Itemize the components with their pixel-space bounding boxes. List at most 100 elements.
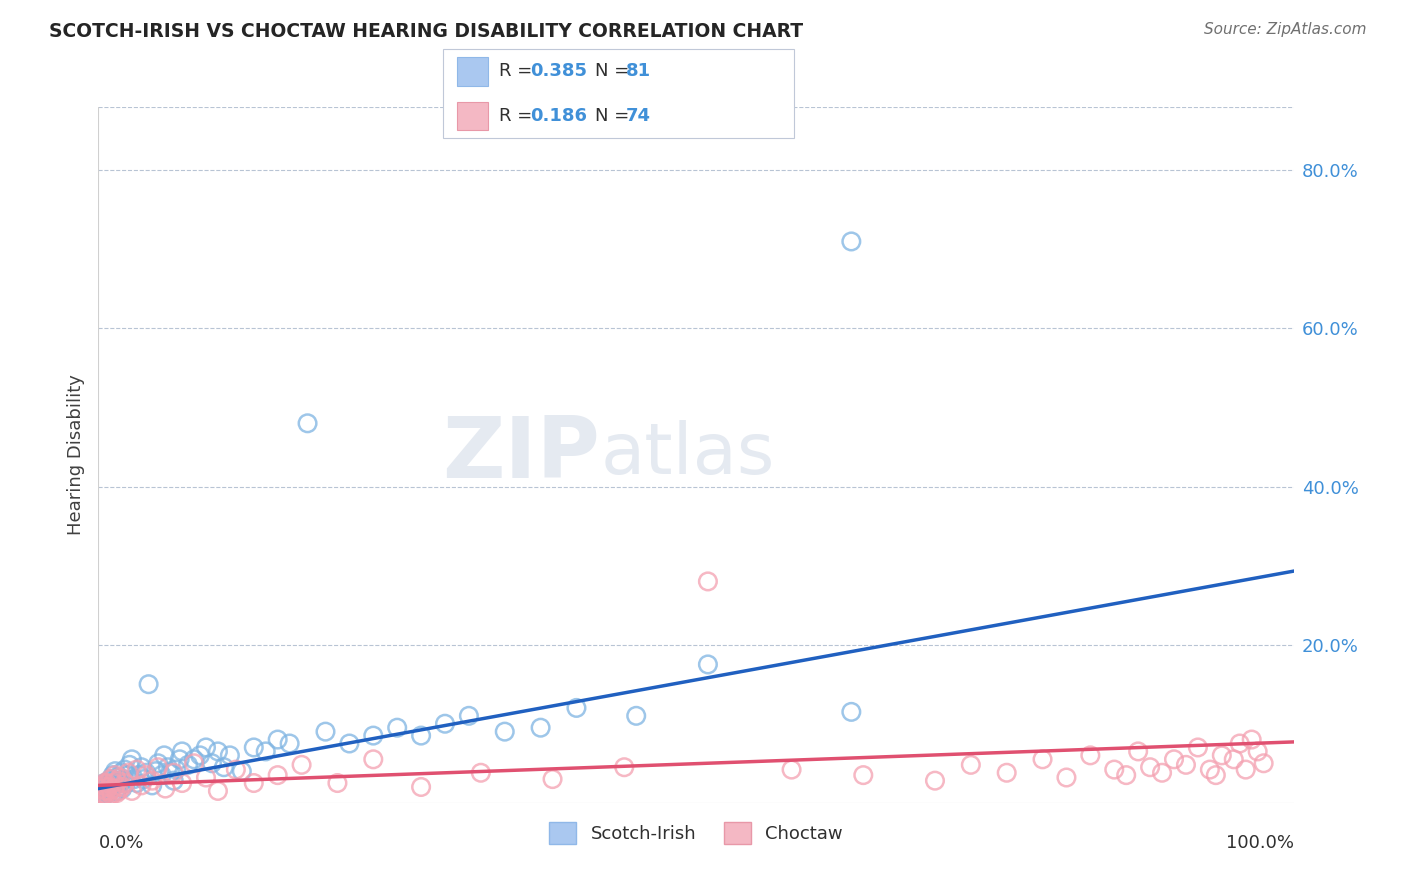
Point <box>128 768 150 782</box>
Point <box>97 786 120 800</box>
Text: Source: ZipAtlas.com: Source: ZipAtlas.com <box>1204 22 1367 37</box>
Point <box>841 235 863 249</box>
Point <box>93 788 115 802</box>
Point <box>94 780 117 794</box>
Point <box>267 768 290 782</box>
Point <box>98 772 122 786</box>
Point <box>90 788 112 802</box>
Point <box>159 765 181 780</box>
Point <box>104 764 127 779</box>
Point <box>96 784 118 798</box>
Point <box>267 732 290 747</box>
Point <box>112 772 135 786</box>
Point <box>339 737 361 751</box>
Point <box>195 740 218 755</box>
Point <box>960 757 983 772</box>
Point <box>100 781 122 796</box>
Point <box>172 744 194 758</box>
Point <box>613 760 636 774</box>
Point <box>1223 752 1246 766</box>
Point <box>135 765 157 780</box>
Point <box>108 776 131 790</box>
Point <box>105 773 128 788</box>
Point <box>1247 744 1270 758</box>
Point <box>135 768 157 782</box>
Point <box>91 786 114 800</box>
Point <box>297 417 319 431</box>
Point <box>145 764 167 779</box>
Point <box>172 776 194 790</box>
Point <box>91 788 114 802</box>
Point <box>141 773 163 788</box>
Point <box>98 784 121 798</box>
Point <box>177 757 200 772</box>
Point <box>1104 763 1126 777</box>
Point <box>111 781 134 796</box>
Point <box>132 772 155 786</box>
Point <box>98 773 121 788</box>
Point <box>91 778 114 793</box>
Point <box>363 729 385 743</box>
Point <box>225 763 247 777</box>
Point <box>470 765 492 780</box>
Point <box>107 780 129 794</box>
Text: 81: 81 <box>626 62 651 80</box>
Point <box>995 765 1018 780</box>
Point <box>100 788 122 802</box>
Point <box>141 778 163 793</box>
Point <box>852 768 875 782</box>
Point <box>125 763 148 777</box>
Point <box>697 574 720 589</box>
Point <box>91 778 114 793</box>
Text: N =: N = <box>595 62 634 80</box>
Point <box>1175 757 1198 772</box>
Point <box>1128 744 1150 758</box>
Point <box>411 729 433 743</box>
Point <box>188 748 211 763</box>
Point <box>1139 760 1161 774</box>
Point <box>91 789 114 804</box>
Text: R =: R = <box>499 107 538 125</box>
Point <box>1240 732 1263 747</box>
Point <box>115 776 138 790</box>
Point <box>93 784 115 798</box>
Point <box>131 760 153 774</box>
Point <box>96 776 118 790</box>
Point <box>96 776 118 790</box>
Point <box>1163 752 1185 766</box>
Point <box>315 724 337 739</box>
Text: SCOTCH-IRISH VS CHOCTAW HEARING DISABILITY CORRELATION CHART: SCOTCH-IRISH VS CHOCTAW HEARING DISABILI… <box>49 22 803 41</box>
Point <box>458 708 481 723</box>
Text: atlas: atlas <box>600 420 775 490</box>
Text: 0.385: 0.385 <box>530 62 588 80</box>
Point <box>98 772 122 786</box>
Point <box>118 757 141 772</box>
Point <box>183 756 205 771</box>
Point <box>1211 748 1233 763</box>
Point <box>243 776 266 790</box>
Point <box>105 786 128 800</box>
Point <box>530 721 553 735</box>
Point <box>697 657 720 672</box>
Point <box>121 752 143 766</box>
Point <box>385 721 409 735</box>
Point <box>148 760 170 774</box>
Point <box>150 768 173 782</box>
Point <box>924 773 946 788</box>
Point <box>91 781 114 796</box>
Point <box>101 776 124 790</box>
Point <box>156 760 179 774</box>
Point <box>1234 763 1257 777</box>
Point <box>103 778 125 793</box>
Point <box>1152 765 1174 780</box>
Point <box>148 756 170 771</box>
Text: R =: R = <box>499 62 538 80</box>
Point <box>1115 768 1137 782</box>
Point <box>94 780 117 794</box>
Point <box>201 756 224 771</box>
Point <box>97 778 120 793</box>
Point <box>94 784 117 798</box>
Point <box>1056 771 1078 785</box>
Point <box>207 784 229 798</box>
Point <box>1253 756 1275 771</box>
